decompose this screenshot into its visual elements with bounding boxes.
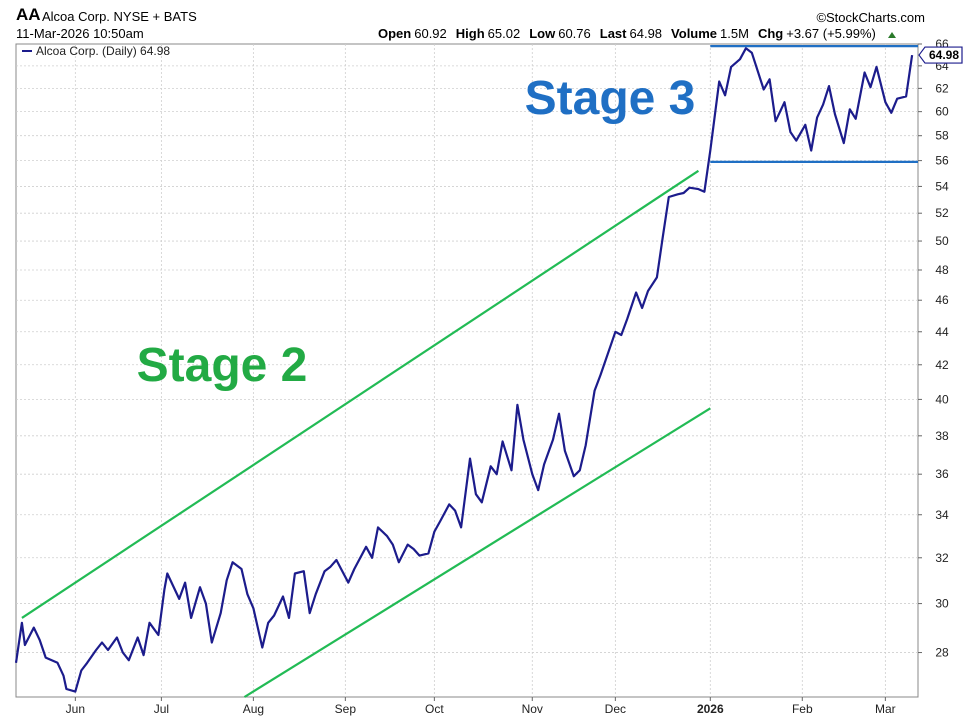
quote-label: Volume (671, 26, 718, 41)
price-line (14, 47, 914, 693)
quote-value: +3.67 (+5.99%) (786, 26, 876, 41)
y-tick-label: 48 (935, 263, 949, 277)
y-tick-label: 46 (935, 293, 949, 307)
y-tick-label: 50 (935, 234, 949, 248)
quote-value: 60.92 (414, 26, 447, 41)
y-tick-label: 34 (935, 508, 949, 522)
quote-label: Last (599, 26, 627, 41)
x-tick-label: 2026 (697, 702, 724, 716)
x-tick-label: Aug (243, 702, 264, 716)
x-tick-label: Jun (66, 702, 85, 716)
up-arrow-icon (887, 32, 896, 38)
y-tick-label: 52 (935, 206, 949, 220)
quote-label: High (455, 26, 485, 41)
y-tick-label: 54 (935, 179, 949, 193)
upper-channel-line (21, 169, 700, 619)
lower-channel-line (243, 407, 711, 698)
quote-value: 1.5M (720, 26, 749, 41)
y-tick-label: 32 (935, 551, 949, 565)
y-tick-label: 30 (935, 597, 949, 611)
y-tick-label: 38 (935, 429, 949, 443)
ticker-symbol: AA (16, 5, 41, 24)
legend-label: Alcoa Corp. (Daily) 64.98 (36, 44, 170, 58)
last-value-label: 64.98 (929, 48, 959, 62)
x-tick-label: Oct (425, 702, 444, 716)
y-tick-label: 62 (935, 81, 949, 95)
quote-value: 65.02 (487, 26, 521, 41)
stage-3-label: Stage 3 (525, 72, 696, 125)
x-tick-label: Nov (522, 702, 543, 716)
y-tick-label: 44 (935, 325, 949, 339)
x-tick-label: Jul (154, 702, 169, 716)
y-tick-label: 60 (935, 105, 949, 119)
y-tick-label: 36 (935, 467, 949, 481)
quote-label: Chg (757, 26, 784, 41)
quote-value: 60.76 (558, 26, 591, 41)
company-name: Alcoa Corp. NYSE + BATS (42, 9, 197, 24)
x-tick-label: Dec (605, 702, 626, 716)
x-tick-label: Sep (335, 702, 357, 716)
y-tick-label: 58 (935, 129, 949, 143)
quote-label: Open (378, 26, 412, 41)
y-tick-label: 28 (935, 646, 949, 660)
last-value-tag (918, 46, 963, 64)
source-watermark: ©StockCharts.com (816, 10, 925, 25)
x-tick-label: Feb (792, 702, 813, 716)
y-tick-label: 56 (935, 154, 949, 168)
y-tick-label: 40 (935, 392, 949, 406)
quote-line: Open 60.92 High 65.02 Low 60.76 Last 64.98 Volum… (378, 26, 896, 41)
stage-2-label: Stage 2 (137, 339, 308, 392)
y-tick-label: 42 (935, 358, 949, 372)
x-tick-label: Mar (875, 702, 896, 716)
quote-value: 64.98 (629, 26, 663, 41)
plot-frame (15, 43, 919, 698)
quote-label: Low (529, 26, 556, 41)
timestamp: 11-Mar-2026 10:50am (16, 26, 144, 41)
